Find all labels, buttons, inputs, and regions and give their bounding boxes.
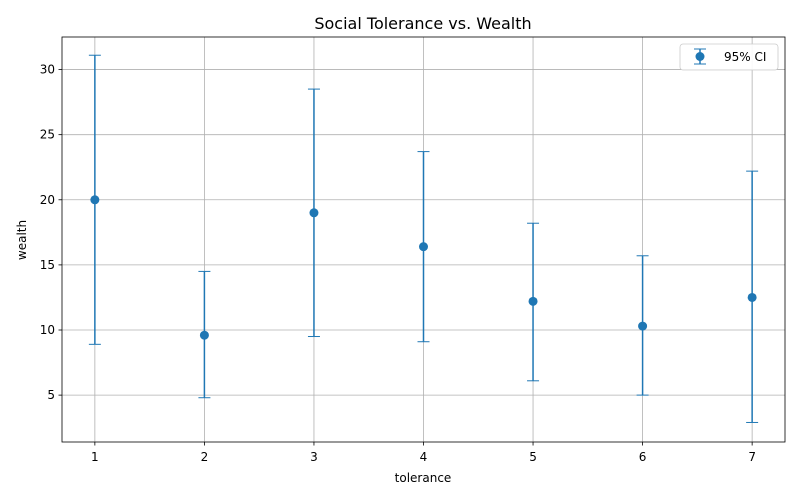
y-tick-label: 15 [40,258,55,272]
y-tick-label: 10 [40,323,55,337]
y-tick-label: 25 [40,128,55,142]
x-axis-label: tolerance [395,471,452,485]
x-tick-label: 5 [529,450,537,464]
y-axis-label: wealth [15,220,29,260]
x-tick-label: 4 [420,450,428,464]
chart-title: Social Tolerance vs. Wealth [314,14,531,33]
y-tick-label: 5 [47,388,55,402]
x-tick-label: 6 [639,450,647,464]
data-point [638,321,648,331]
data-series [88,54,759,423]
axis-ticks: 1 2 3 4 5 6 7 5 10 15 20 25 30 [40,63,756,464]
legend: 95% CI [679,43,779,71]
data-point [747,292,757,302]
plot-area: 1 2 3 4 5 6 7 5 10 15 20 25 30 [40,36,786,464]
x-tick-label: 7 [748,450,756,464]
y-tick-label: 30 [40,63,55,77]
data-point [528,296,538,306]
x-tick-label: 3 [310,450,318,464]
data-point [199,330,209,340]
data-point [90,195,100,205]
y-tick-label: 20 [40,193,55,207]
x-tick-label: 1 [91,450,99,464]
x-tick-label: 2 [201,450,209,464]
legend-marker-icon [695,52,705,61]
data-point [419,242,428,252]
legend-label: 95% CI [724,50,766,64]
data-point [309,208,319,218]
